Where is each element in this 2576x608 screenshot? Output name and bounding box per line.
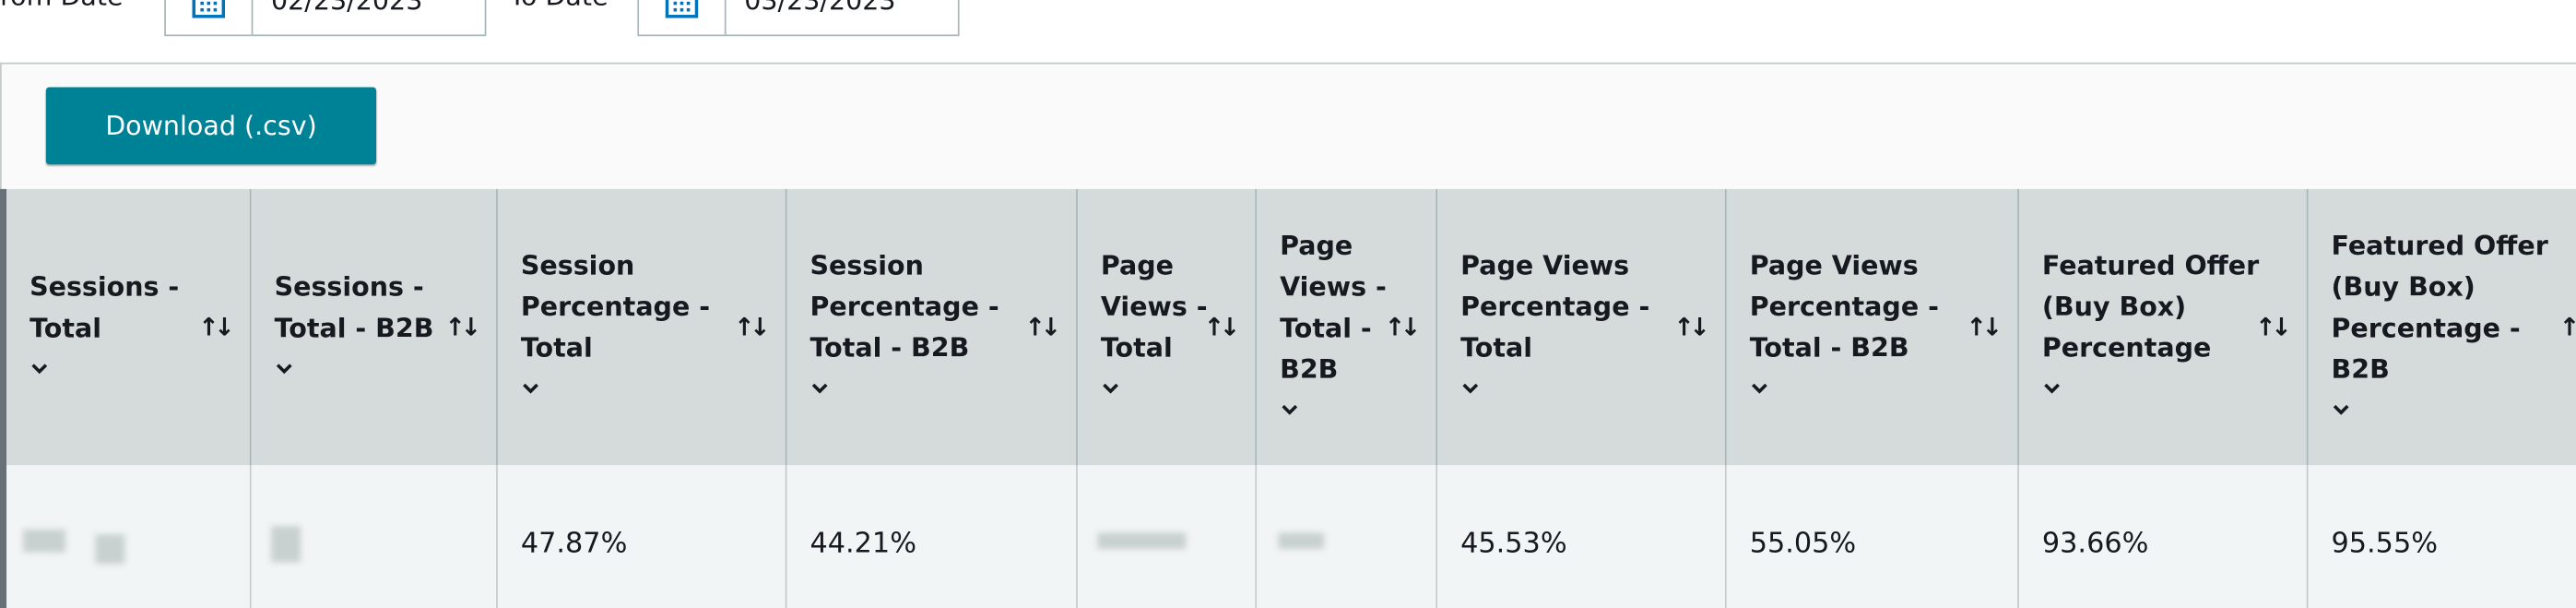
sort-icon[interactable]: ↑↓ (2255, 312, 2291, 342)
header-line: (Buy Box) (2331, 270, 2476, 302)
to-date-value: 03/23/2023 (744, 0, 896, 17)
sort-icon[interactable]: ↑↓ (1673, 312, 1709, 342)
header-label: Sessions - Total - B2B (274, 189, 434, 465)
table-cell: 45.53% (1437, 465, 1727, 608)
header-line: Percentage - (809, 291, 999, 323)
scroll-edge (0, 188, 7, 608)
sort-icon[interactable]: ↑↓ (1024, 312, 1061, 342)
header-line: Percentage - (520, 291, 711, 323)
header-line: Percentage - (1460, 291, 1650, 323)
to-date-label: To Date (509, 0, 608, 11)
cell-value: 44.21% (809, 527, 916, 561)
redacted-value (95, 534, 125, 565)
chevron-icon[interactable] (2042, 368, 2259, 410)
header-line: Total - B2B (274, 311, 434, 343)
from-date-value: 02/23/2023 (271, 0, 423, 17)
header-line: Total - B2B (809, 331, 970, 364)
sort-icon[interactable]: ↑↓ (198, 312, 234, 342)
cell-value: 95.55% (2331, 527, 2439, 561)
chevron-icon[interactable] (1280, 388, 1387, 430)
header-line: B2B (2331, 352, 2390, 385)
column-header[interactable]: Session Percentage - Total - B2B ↑↓ (786, 188, 1078, 466)
table-cell: 44.21% (786, 465, 1078, 608)
calendar-icon[interactable] (165, 0, 254, 35)
chevron-icon[interactable] (275, 348, 434, 389)
chevron-icon[interactable] (809, 368, 998, 410)
header-line: Sessions - (274, 270, 424, 302)
header-line: B2B (1280, 352, 1339, 385)
table-cell: 95.55% (2308, 465, 2576, 608)
from-date-input[interactable]: 02/23/2023 (164, 0, 487, 37)
header-line: Sessions - (30, 270, 180, 302)
redacted-value (22, 529, 66, 553)
header-line: Total (1460, 331, 1533, 364)
header-line: Session (520, 249, 635, 281)
cell-value: 55.05% (1749, 527, 1857, 561)
header-label: Page Views - Total (1101, 189, 1208, 465)
header-label: Sessions - Total (30, 189, 179, 465)
chevron-icon[interactable] (30, 348, 179, 389)
header-line: Total (30, 311, 101, 343)
header-line: Percentage - (1749, 291, 1939, 323)
chevron-icon[interactable] (1101, 368, 1208, 410)
download-button[interactable]: Download (.csv) (45, 87, 377, 165)
header-line: Percentage - (2331, 311, 2521, 343)
column-header[interactable]: Featured Offer (Buy Box) Percentage ↑↓ (2018, 188, 2309, 466)
calendar-icon[interactable] (639, 0, 727, 35)
column-header[interactable]: Sessions - Total - B2B ↑↓ (251, 188, 498, 466)
header-label: Page Views Percentage - Total (1460, 189, 1649, 465)
table-cell: 47.87% (497, 465, 787, 608)
sort-icon[interactable]: ↑↓ (444, 312, 481, 342)
header-line: Page Views (1460, 249, 1630, 281)
column-header[interactable]: Page Views Percentage - Total ↑↓ (1437, 188, 1727, 466)
sort-icon[interactable]: ↑↓ (1203, 312, 1240, 342)
redacted-value (1097, 532, 1187, 550)
column-header[interactable]: Featured Offer (Buy Box) Percentage - B2B ↑↓ (2308, 188, 2576, 466)
table-cell: 55.05% (1726, 465, 2019, 608)
header-label: Page Views - Total - B2B (1280, 189, 1387, 465)
column-header[interactable]: Sessions - Total ↑↓ (6, 188, 252, 466)
redacted-value (1278, 532, 1325, 550)
from-date-label: From Date (0, 0, 124, 11)
header-line: Page (1280, 229, 1353, 261)
chevron-icon[interactable] (2332, 388, 2548, 430)
chevron-icon[interactable] (1460, 368, 1649, 410)
column-header[interactable]: Page Views - Total - B2B ↑↓ (1257, 188, 1438, 466)
header-line: Percentage (2041, 331, 2212, 364)
header-line: Views - (1100, 291, 1208, 323)
header-line: Featured Offer (2041, 249, 2260, 281)
cell-value: 45.53% (1460, 527, 1567, 561)
header-line: Page (1100, 249, 1174, 281)
table-cell: 93.66% (2018, 465, 2309, 608)
header-line: Views - (1280, 270, 1387, 302)
header-label: Session Percentage - Total - B2B (809, 189, 999, 465)
header-label: Page Views Percentage - Total - B2B (1750, 189, 1939, 465)
column-header[interactable]: Page Views Percentage - Total - B2B ↑↓ (1726, 188, 2019, 466)
column-header[interactable]: Page Views - Total ↑↓ (1077, 188, 1258, 466)
header-line: Total (1100, 331, 1173, 364)
header-line: (Buy Box) (2041, 291, 2187, 323)
header-line: Featured Offer (2331, 229, 2548, 261)
header-line: Session (809, 249, 924, 281)
column-header[interactable]: Session Percentage - Total ↑↓ (497, 188, 787, 466)
to-date-input[interactable]: 03/23/2023 (637, 0, 960, 37)
header-line: Total (520, 331, 593, 364)
sort-icon[interactable]: ↑↓ (2558, 312, 2576, 342)
header-label: Featured Offer (Buy Box) Percentage (2042, 189, 2259, 465)
cell-value: 47.87% (520, 527, 628, 561)
header-label: Session Percentage - Total (521, 189, 710, 465)
header-line: Page Views (1749, 249, 1919, 281)
redacted-value (271, 526, 301, 563)
chevron-icon[interactable] (1750, 368, 1939, 410)
chevron-icon[interactable] (521, 368, 710, 410)
sort-icon[interactable]: ↑↓ (734, 312, 770, 342)
cell-value: 93.66% (2041, 527, 2149, 561)
sort-icon[interactable]: ↑↓ (1966, 312, 2003, 342)
sort-icon[interactable]: ↑↓ (1384, 312, 1421, 342)
header-line: Total - B2B (1749, 331, 1909, 364)
header-line: Total - (1280, 311, 1372, 343)
header-label: Featured Offer (Buy Box) Percentage - B2B (2332, 189, 2548, 465)
